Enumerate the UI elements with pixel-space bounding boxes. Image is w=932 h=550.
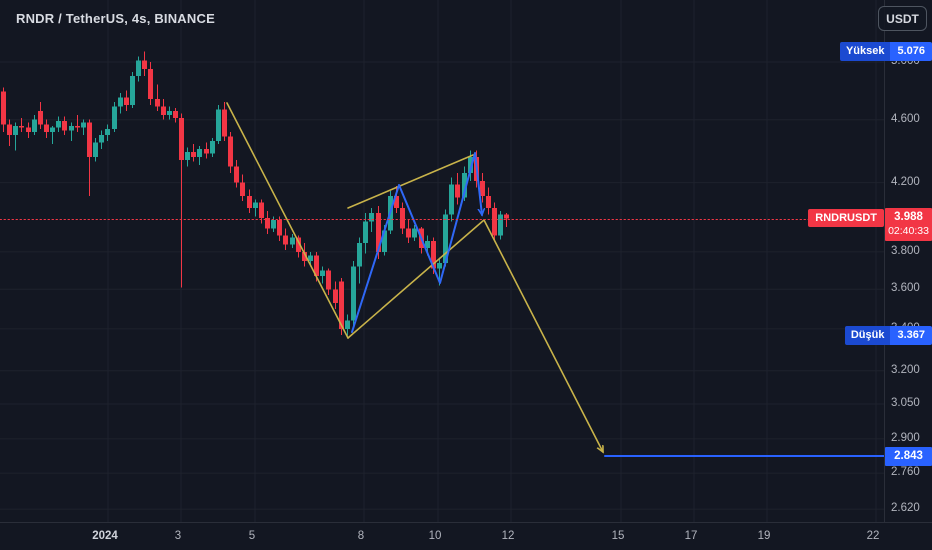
bar-countdown: 02:40:33 [888, 225, 929, 238]
candlestick-series [1, 51, 509, 336]
time-tick-label: 15 [611, 530, 625, 542]
low-price-badge: Düşük 3.367 [844, 325, 932, 345]
price-tick-label: 4.600 [891, 112, 920, 125]
projection-arrow[interactable] [483, 219, 603, 452]
price-tick-label: 2.760 [891, 466, 920, 479]
price-tick-label: 4.200 [891, 175, 920, 188]
time-tick-label: 5 [248, 530, 256, 542]
target-price-badge: 2.843 [885, 446, 932, 466]
high-value: 5.076 [890, 41, 932, 61]
time-tick-label: 19 [757, 530, 771, 542]
current-price-badge: 3.988 02:40:33 [885, 208, 932, 242]
price-tick-label: 3.600 [891, 282, 920, 295]
zigzag-arrow[interactable] [351, 152, 482, 333]
flag-upper-line[interactable] [347, 154, 474, 209]
current-price-value: 3.988 [894, 211, 923, 224]
high-price-badge: Yüksek 5.076 [839, 41, 932, 61]
time-tick-label: 2024 [92, 530, 118, 542]
low-value: 3.367 [890, 325, 932, 345]
price-tick-label: 2.900 [891, 431, 920, 444]
time-tick-label: 12 [501, 530, 515, 542]
currency-toggle-button[interactable]: USDT [878, 6, 927, 31]
time-axis[interactable]: 2024 3 5 8 10 12 15 17 19 22 [0, 522, 932, 550]
price-axis[interactable]: 5.0004.6004.2003.8003.6003.4003.2003.050… [884, 0, 932, 522]
time-tick-label: 10 [428, 530, 442, 542]
time-tick-label: 22 [866, 530, 880, 542]
time-tick-label: 17 [684, 530, 698, 542]
price-tick-label: 2.620 [891, 502, 920, 515]
price-tick-label: 3.200 [891, 363, 920, 376]
price-tick-label: 3.800 [891, 244, 920, 257]
time-tick-label: 8 [357, 530, 365, 542]
flag-lower-line[interactable] [347, 219, 485, 339]
price-tick-label: 3.050 [891, 396, 920, 409]
downtrend-line[interactable] [226, 102, 349, 339]
symbol-price-flag: RNDRUSDT [808, 209, 884, 228]
low-label: Düşük [844, 325, 891, 345]
drawing-overlays[interactable] [0, 102, 887, 457]
time-tick-label: 3 [174, 530, 182, 542]
high-label: Yüksek [839, 41, 891, 61]
symbol-title[interactable]: RNDR / TetherUS, 4s, BINANCE [16, 11, 215, 26]
